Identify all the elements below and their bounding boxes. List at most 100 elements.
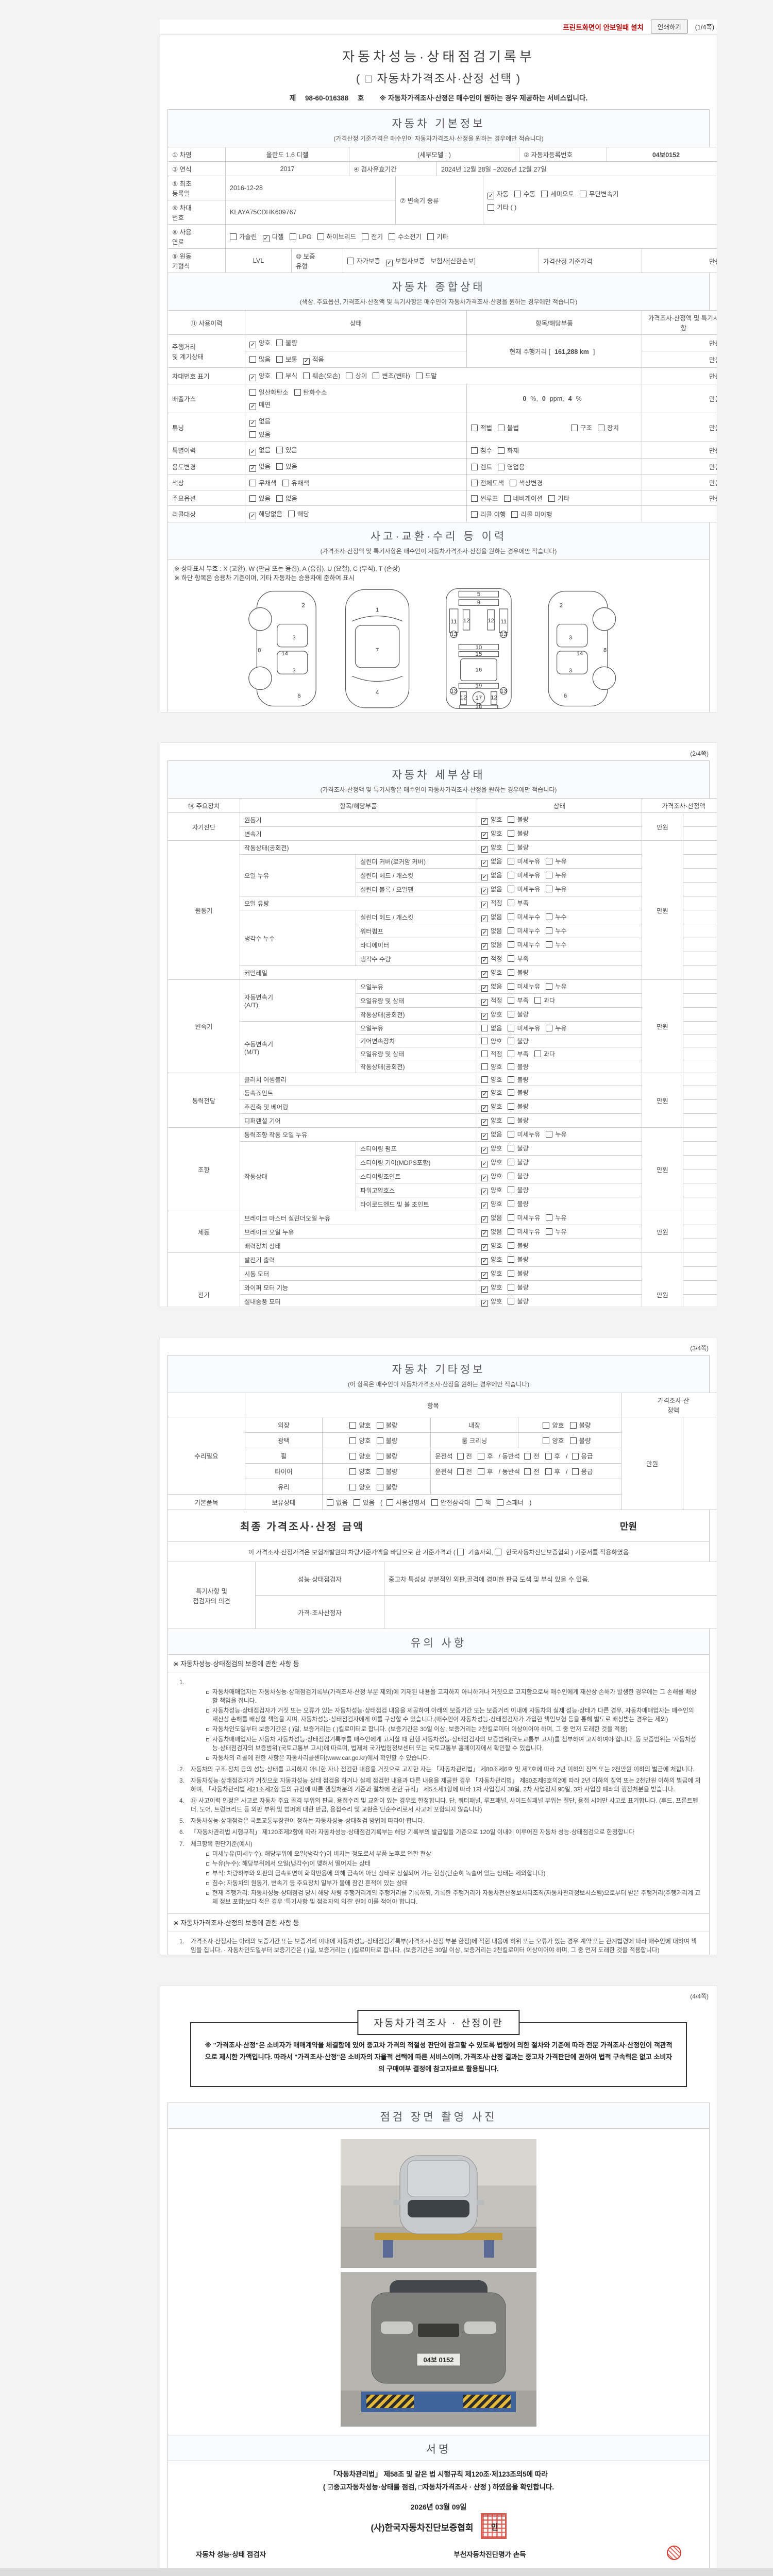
checkbox-option[interactable]: ✓ 양호 [481, 1199, 502, 1209]
checkbox-option[interactable]: ✓ 자동 [488, 189, 509, 199]
checkbox-icon[interactable] [569, 1422, 577, 1429]
checkbox-option[interactable]: ✓ 없음 [481, 856, 502, 867]
checkbox-checked-icon[interactable]: ✓ [249, 420, 256, 427]
checkbox-option[interactable]: 불량 [508, 1036, 529, 1045]
checkbox-checked-icon[interactable]: ✓ [481, 943, 489, 950]
checkbox-option[interactable]: ✓ 양호 [481, 1009, 502, 1020]
checkbox-option[interactable]: 후 [478, 1466, 493, 1476]
checkbox-icon[interactable] [376, 1468, 383, 1475]
checkbox-option[interactable]: 전 [457, 1466, 472, 1476]
checkbox-option[interactable]: ✓ 양호 [481, 1171, 502, 1181]
checkbox-option[interactable]: 누유 [546, 1227, 567, 1236]
checkbox-icon[interactable] [508, 1117, 515, 1124]
checkbox-option[interactable]: ✓ 적음 [303, 354, 324, 365]
checkbox-checked-icon[interactable]: ✓ [481, 1189, 489, 1195]
checkbox-icon[interactable] [481, 1050, 489, 1057]
checkbox-option[interactable]: 없음 [276, 493, 297, 503]
checkbox-option[interactable]: 불량 [376, 1420, 398, 1430]
checkbox-checked-icon[interactable]: ✓ [481, 1230, 489, 1237]
checkbox-option[interactable]: 후 [545, 1466, 560, 1476]
checkbox-option[interactable]: 변조(변타) [373, 370, 410, 380]
checkbox-icon[interactable] [508, 858, 515, 865]
checkbox-option[interactable]: 누수 [546, 940, 567, 949]
checkbox-option[interactable]: 탄화수소 [294, 387, 327, 397]
checkbox-option[interactable]: 미세누유 [508, 981, 540, 991]
checkbox-icon[interactable] [543, 1422, 550, 1429]
checkbox-option[interactable]: 전 [524, 1466, 540, 1476]
checkbox-checked-icon[interactable]: ✓ [481, 860, 489, 867]
checkbox-icon[interactable] [508, 1298, 515, 1304]
checkbox-icon[interactable] [376, 1437, 383, 1444]
checkbox-icon[interactable] [481, 1076, 489, 1083]
checkbox-option[interactable]: 스패너 [496, 1497, 524, 1507]
checkbox-checked-icon[interactable]: ✓ [481, 916, 489, 922]
checkbox-option[interactable]: 불량 [376, 1435, 398, 1445]
checkbox-icon[interactable] [546, 941, 553, 948]
checkbox-icon[interactable] [249, 389, 256, 396]
checkbox-icon[interactable] [249, 480, 256, 486]
checkbox-icon[interactable] [546, 983, 553, 990]
checkbox-option[interactable]: 구조 [571, 422, 592, 432]
checkbox-option[interactable]: ✓ 없음 [249, 445, 271, 455]
checkbox-icon[interactable] [546, 1131, 553, 1138]
checkbox-icon[interactable] [346, 372, 353, 379]
checkbox-option[interactable]: 불량 [508, 1268, 529, 1278]
checkbox-option[interactable]: 누유 [546, 884, 567, 893]
checkbox-option[interactable]: 불량 [508, 842, 529, 852]
checkbox-option[interactable]: ✓ 양호 [481, 1282, 502, 1293]
checkbox-option[interactable]: 불량 [376, 1451, 398, 1461]
checkbox-option[interactable]: ✓ 보험사보증 [386, 256, 425, 266]
checkbox-checked-icon[interactable]: ✓ [249, 403, 256, 410]
checkbox-icon[interactable] [508, 1025, 515, 1031]
checkbox-option[interactable]: ✓ 양호 [249, 370, 271, 381]
checkbox-checked-icon[interactable]: ✓ [481, 888, 489, 894]
checkbox-checked-icon[interactable]: ✓ [481, 1244, 489, 1251]
checkbox-option[interactable]: ✓ 양호 [481, 1185, 502, 1195]
checkbox-option[interactable]: 후 [545, 1451, 560, 1461]
checkbox-option[interactable]: 미세누유 [508, 884, 540, 893]
checkbox-option[interactable]: ✓ 없음 [481, 870, 502, 880]
checkbox-checked-icon[interactable]: ✓ [262, 235, 270, 242]
checkbox-option[interactable]: ✓ 없음 [481, 1129, 502, 1140]
checkbox-option[interactable]: 있음 [249, 429, 271, 439]
checkbox-option[interactable]: 자가보증 [347, 256, 380, 265]
checkbox-icon[interactable] [389, 233, 396, 240]
checkbox-option[interactable]: 불량 [508, 815, 529, 824]
checkbox-option[interactable]: 불량 [508, 1241, 529, 1250]
checkbox-option[interactable]: ✓ 없음 [481, 912, 502, 922]
checkbox-icon[interactable] [249, 356, 256, 363]
checkbox-icon[interactable] [508, 1145, 515, 1151]
checkbox-option[interactable]: ✓ 양호 [481, 1115, 502, 1126]
checkbox-icon[interactable] [508, 1187, 515, 1193]
checkbox-option[interactable]: ✓ 적정 [481, 898, 502, 908]
checkbox-option[interactable]: 전기 [362, 231, 383, 241]
checkbox-option[interactable]: 양호 [481, 1062, 502, 1071]
checkbox-option[interactable]: 부족 [508, 1049, 529, 1058]
checkbox-icon[interactable] [349, 1437, 357, 1444]
checkbox-option[interactable]: ✓ 양호 [481, 1157, 502, 1167]
checkbox-option[interactable]: 미세누유 [508, 870, 540, 879]
checkbox-option[interactable]: 있음 [354, 1497, 375, 1507]
checkbox-option[interactable]: 불량 [508, 1115, 529, 1125]
checkbox-icon[interactable] [481, 1025, 489, 1031]
checkbox-icon[interactable] [534, 997, 541, 1004]
checkbox-option[interactable]: 사용설명서 [386, 1497, 426, 1507]
checkbox-option[interactable]: 미세누유 [508, 856, 540, 866]
checkbox-option[interactable]: 미세누유 [508, 1213, 540, 1222]
checkbox-option[interactable]: 있음 [249, 493, 271, 503]
checkbox-option[interactable]: 불량 [508, 1296, 529, 1306]
checkbox-icon[interactable] [362, 233, 369, 240]
checkbox-icon[interactable] [276, 372, 283, 379]
checkbox-option[interactable]: ✓ 없음 [481, 884, 502, 894]
checkbox-option[interactable]: ✓ 양호 [481, 1255, 502, 1265]
checkbox-option[interactable]: ✓ 양호 [481, 828, 502, 839]
checkbox-icon[interactable] [572, 1453, 579, 1460]
checkbox-icon[interactable] [508, 1284, 515, 1291]
checkbox-icon[interactable] [543, 1437, 550, 1444]
checkbox-icon[interactable] [471, 495, 478, 502]
checkbox-option[interactable]: 잭 [476, 1497, 491, 1507]
checkbox-icon[interactable] [508, 872, 515, 878]
checkbox-option[interactable]: ✓ 양호 [481, 968, 502, 978]
checkbox-option[interactable]: 훼손(오손) [303, 370, 340, 380]
checkbox-option[interactable]: 양호 [349, 1435, 371, 1445]
